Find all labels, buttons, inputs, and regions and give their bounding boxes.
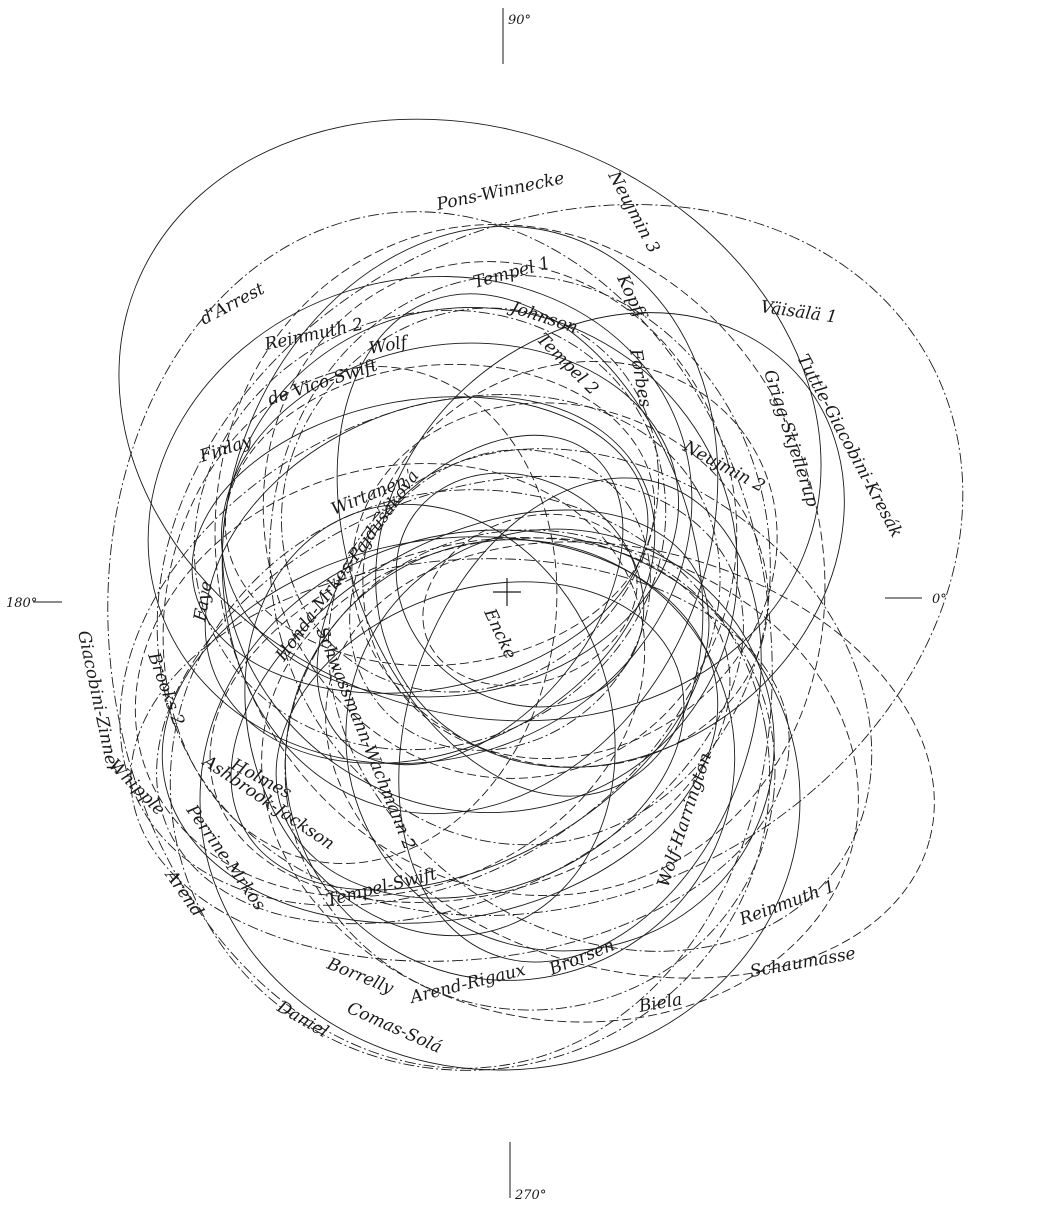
comet-label: Encke bbox=[479, 605, 520, 663]
comet-label: Wolf bbox=[367, 332, 411, 359]
orbit-ashbrook-jackson bbox=[209, 537, 731, 903]
axis-label-0: 0° bbox=[932, 592, 947, 607]
orbit-kopff bbox=[269, 274, 771, 846]
orbit-finlay bbox=[191, 396, 649, 694]
orbit-grigg-skjellerup bbox=[362, 360, 778, 760]
orbit-encke bbox=[422, 513, 638, 687]
comet-label: de Vico-Swift bbox=[265, 355, 380, 409]
orbit-arend bbox=[130, 558, 790, 962]
comet-label: Brorsen bbox=[545, 935, 617, 980]
orbit-schaumasse bbox=[325, 541, 935, 979]
orbit-group bbox=[107, 118, 964, 1071]
comet-label: Kopff bbox=[612, 271, 651, 324]
comet-label: Schaumasse bbox=[748, 944, 857, 982]
orbit-johnson bbox=[222, 307, 738, 813]
comet-label: Reinmuth 1 bbox=[736, 877, 838, 930]
orbit-whipple bbox=[156, 475, 744, 925]
comet-label: Arend bbox=[160, 865, 208, 921]
orbit-inner-3 bbox=[349, 449, 651, 751]
comet-label: Schwassmann-Wachmann 2 bbox=[311, 624, 419, 852]
orbit-d-arrest bbox=[147, 275, 693, 765]
comet-label: Neujmin 3 bbox=[603, 167, 663, 257]
orbit-vaisala-1 bbox=[156, 204, 964, 916]
comet-label: Borrelly bbox=[323, 954, 396, 999]
comet-label: Tempel 1 bbox=[471, 253, 552, 293]
comet-label: Wolf-Harrington bbox=[654, 750, 716, 889]
axis-label-270: 270° bbox=[514, 1188, 546, 1203]
comet-label: Tempel 2 bbox=[532, 329, 602, 399]
orbit-tempel-swift bbox=[275, 581, 685, 899]
axis-label-90: 90° bbox=[508, 13, 531, 28]
comet-label: Comas-Solá bbox=[344, 998, 445, 1058]
comet-label: Pons-Winnecke bbox=[434, 168, 566, 215]
orbit-reinmuth-1 bbox=[327, 448, 873, 952]
comet-label: Brooks 2 bbox=[143, 649, 188, 729]
comet-label: Arend-Rigaux bbox=[406, 960, 528, 1008]
comet-label: Väisälä 1 bbox=[759, 297, 838, 328]
orbit-brooks-2 bbox=[134, 463, 646, 897]
orbit-pons-winnecke bbox=[221, 225, 719, 815]
orbit-biela bbox=[261, 537, 859, 1023]
comet-label: Tuttle-Giacobini-Kresák bbox=[793, 351, 907, 541]
orbit-faye bbox=[162, 366, 558, 864]
orbit-wolf-harrington bbox=[398, 477, 762, 963]
orbit-de-vico-swift bbox=[224, 363, 656, 667]
comet-label: Biela bbox=[636, 990, 683, 1017]
orbit-left-tall bbox=[107, 211, 773, 1069]
comet-label: Whipple bbox=[104, 755, 168, 819]
orbit-tempel-1 bbox=[262, 261, 738, 779]
comet-label: Tempel-Swift bbox=[324, 864, 439, 911]
axis-label-180: 180° bbox=[6, 596, 37, 611]
orbit-daniel bbox=[169, 489, 771, 1071]
orbit-tempel-2 bbox=[281, 307, 659, 693]
orbit-forbes bbox=[336, 293, 704, 797]
orbit-honda-mrkos-pajdusakova bbox=[316, 434, 624, 766]
comet-label: Forbes bbox=[625, 346, 655, 409]
orbit-holmes bbox=[230, 509, 710, 891]
orbit-brorsen bbox=[345, 528, 775, 952]
orbit-comas-sola bbox=[199, 529, 801, 1071]
orbit-tuttle-giacobini-kresak bbox=[375, 312, 845, 768]
orbit-borrelly bbox=[284, 539, 736, 981]
orbit-wirtanen bbox=[204, 396, 656, 764]
orbit-neujmin-2 bbox=[351, 402, 769, 768]
orbit-arend-rigaux bbox=[284, 529, 776, 1011]
